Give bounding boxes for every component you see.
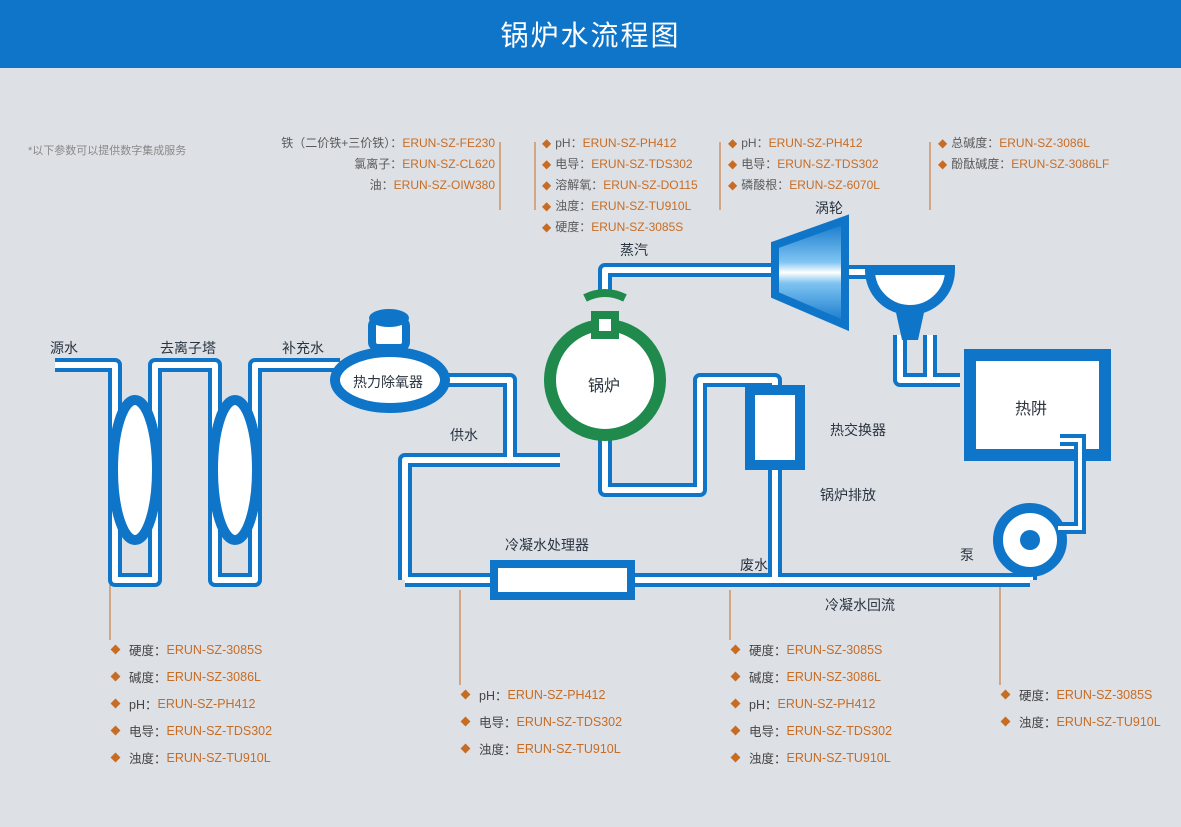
param-row: ◆电导：ERUN-SZ-TDS302 [728, 155, 880, 172]
bullet-icon [1001, 717, 1011, 727]
bullet-icon [731, 699, 741, 709]
bottom-list-3: 硬度：ERUN-SZ-3085S 碱度：ERUN-SZ-3086L pH：ERUN-… [732, 640, 892, 775]
param-row: 电导：ERUN-SZ-TDS302 [112, 721, 272, 740]
param-row: 浊度：ERUN-SZ-TU910L [1002, 712, 1161, 731]
label-blowdown: 锅炉排放 [820, 485, 876, 505]
bullet-icon [461, 717, 471, 727]
footnote: *以下参数可以提供数字集成服务 [28, 142, 186, 158]
param-row: 电导：ERUN-SZ-TDS302 [732, 721, 892, 740]
param-row: ◆总碱度：ERUN-SZ-3086L [938, 134, 1109, 151]
label-boiler: 锅炉 [588, 372, 620, 396]
condenser-shape [870, 270, 950, 340]
param-row: 浊度：ERUN-SZ-TU910L [112, 748, 272, 767]
bullet-icon [111, 699, 121, 709]
bullet-icon [731, 753, 741, 763]
label-feed: 供水 [450, 425, 478, 445]
label-turbine: 涡轮 [815, 198, 843, 218]
top-params-g4: ◆总碱度：ERUN-SZ-3086L ◆酚酞碱度：ERUN-SZ-3086LF [938, 134, 1109, 176]
param-row: 碱度：ERUN-SZ-3086L [112, 667, 272, 686]
bullet-icon [111, 645, 121, 655]
turbine-shape [775, 220, 845, 325]
heat-exchanger-shape [750, 390, 800, 465]
label-condtreat: 冷凝水处理器 [505, 535, 589, 555]
param-row: 碱度：ERUN-SZ-3086L [732, 667, 892, 686]
diagram-canvas: *以下参数可以提供数字集成服务 源水 去离子塔 补充水 热力除氧器 供水 锅炉 … [0, 80, 1181, 827]
label-condret: 冷凝水回流 [825, 595, 895, 615]
param-row: ◆酚酞碱度：ERUN-SZ-3086LF [938, 155, 1109, 172]
top-params-g3: ◆pH：ERUN-SZ-PH412 ◆电导：ERUN-SZ-TDS302 ◆磷酸根：… [728, 134, 880, 197]
param-row: pH：ERUN-SZ-PH412 [462, 685, 622, 704]
param-row: ◆pH：ERUN-SZ-PH412 [728, 134, 880, 151]
param-row: pH：ERUN-SZ-PH412 [732, 694, 892, 713]
param-row: 电导：ERUN-SZ-TDS302 [462, 712, 622, 731]
cond-treatment-shape [490, 560, 635, 600]
top-params-g2: ◆pH：ERUN-SZ-PH412 ◆电导：ERUN-SZ-TDS302 ◆溶解氧：… [542, 134, 698, 239]
bullet-icon [731, 726, 741, 736]
param-row: 硬度：ERUN-SZ-3085S [112, 640, 272, 659]
param-row: ◆浊度：ERUN-SZ-TU910L [542, 197, 698, 214]
bottom-list-1: 硬度：ERUN-SZ-3085S 碱度：ERUN-SZ-3086L pH：ERUN-… [112, 640, 272, 775]
param-row: 氯离子：ERUN-SZ-CL620 [210, 155, 495, 172]
label-waste: 废水 [740, 555, 768, 575]
bullet-icon [111, 672, 121, 682]
label-source: 源水 [50, 338, 78, 358]
deaerator-shape [335, 309, 445, 408]
label-heatwell: 热阱 [1015, 395, 1047, 419]
param-row: ◆磷酸根：ERUN-SZ-6070L [728, 176, 880, 193]
param-row: 铁（二价铁+三价铁）：ERUN-SZ-FE230 [210, 134, 495, 151]
label-steam: 蒸汽 [620, 240, 648, 260]
bullet-icon [111, 753, 121, 763]
bullet-icon [731, 672, 741, 682]
bullet-icon [111, 726, 121, 736]
param-row: 硬度：ERUN-SZ-3085S [1002, 685, 1161, 704]
bottom-list-4: 硬度：ERUN-SZ-3085S 浊度：ERUN-SZ-TU910L [1002, 685, 1161, 739]
param-row: ◆硬度：ERUN-SZ-3085S [542, 218, 698, 235]
bullet-icon [1001, 690, 1011, 700]
label-deion: 去离子塔 [160, 338, 216, 358]
bullet-icon [461, 690, 471, 700]
label-deaerator: 热力除氧器 [353, 372, 423, 392]
param-row: ◆电导：ERUN-SZ-TDS302 [542, 155, 698, 172]
param-row: 硬度：ERUN-SZ-3085S [732, 640, 892, 659]
param-row: pH：ERUN-SZ-PH412 [112, 694, 272, 713]
label-makeup: 补充水 [282, 338, 324, 358]
param-row: ◆溶解氧：ERUN-SZ-DO115 [542, 176, 698, 193]
title-bar: 锅炉水流程图 [0, 0, 1181, 68]
boiler-shape [550, 293, 660, 435]
label-pump: 泵 [960, 545, 974, 565]
top-params-g1: 铁（二价铁+三价铁）：ERUN-SZ-FE230 氯离子：ERUN-SZ-CL62… [210, 134, 495, 197]
page-title: 锅炉水流程图 [500, 14, 680, 54]
bottom-list-2: pH：ERUN-SZ-PH412 电导：ERUN-SZ-TDS302 浊度：ERUN… [462, 685, 622, 766]
label-hx: 热交换器 [830, 420, 886, 440]
param-row: ◆pH：ERUN-SZ-PH412 [542, 134, 698, 151]
param-row: 浊度：ERUN-SZ-TU910L [732, 748, 892, 767]
param-row: 油：ERUN-SZ-OIW380 [210, 176, 495, 193]
bullet-icon [731, 645, 741, 655]
bullet-icon [461, 744, 471, 754]
param-row: 浊度：ERUN-SZ-TU910L [462, 739, 622, 758]
